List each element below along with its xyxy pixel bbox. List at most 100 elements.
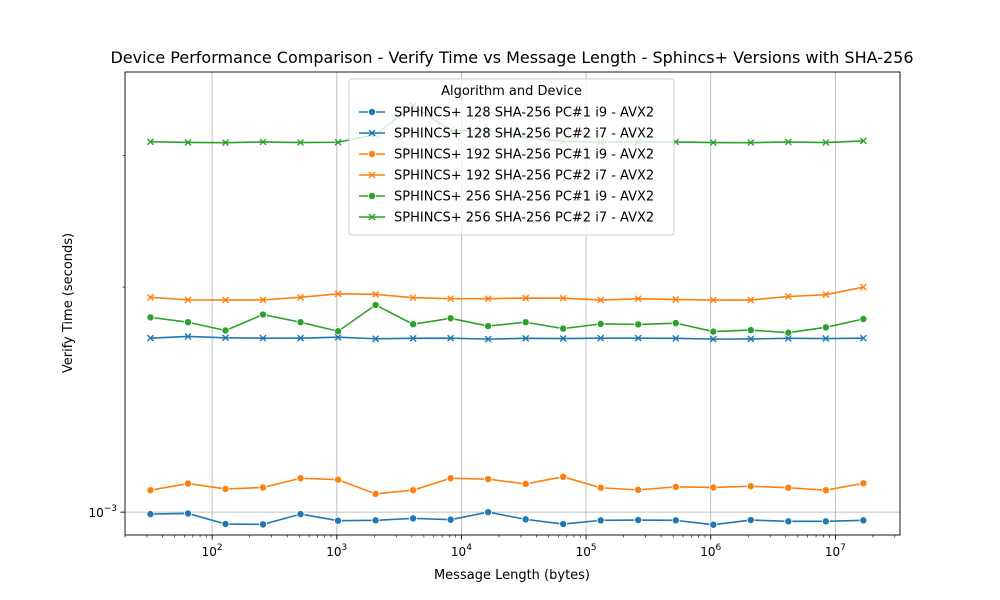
- legend-box: [348, 78, 675, 236]
- legend-swatch-marker: [368, 171, 376, 179]
- data-point: [747, 296, 755, 304]
- data-point: [784, 138, 792, 146]
- data-point: [597, 296, 605, 304]
- data-point: [221, 484, 230, 493]
- legend-label: SPHINCS+ 192 SHA-256 PC#2 i7 - AVX2: [394, 169, 654, 184]
- data-point: [559, 520, 568, 529]
- data-point: [596, 483, 605, 492]
- data-point: [146, 293, 154, 301]
- x-tick-label: 107: [825, 543, 846, 559]
- data-point: [447, 334, 455, 342]
- series-line: [150, 304, 864, 334]
- x-axis-label: Message Length (bytes): [434, 568, 590, 583]
- data-point: [859, 334, 867, 342]
- data-point: [709, 296, 717, 304]
- series-4: [146, 283, 867, 304]
- data-point: [784, 483, 793, 492]
- data-point: [484, 335, 492, 343]
- data-point: [334, 327, 343, 336]
- data-point: [634, 295, 642, 303]
- series-layer: [146, 102, 868, 529]
- legend-entry: SPHINCS+ 192 SHA-256 PC#1 i9 - AVX2: [359, 148, 654, 163]
- data-point: [821, 486, 830, 495]
- legend-label: SPHINCS+ 128 SHA-256 PC#1 i9 - AVX2: [394, 106, 654, 121]
- legend-label: SPHINCS+ 128 SHA-256 PC#2 i7 - AVX2: [394, 127, 654, 142]
- data-point: [146, 334, 154, 342]
- data-point: [709, 139, 717, 147]
- data-point: [859, 137, 867, 145]
- data-point: [183, 318, 192, 327]
- data-point: [334, 333, 342, 341]
- legend-swatch-marker: [367, 149, 376, 158]
- data-point: [334, 516, 343, 525]
- data-point: [746, 516, 755, 525]
- x-tick-label: 104: [451, 543, 472, 559]
- data-point: [559, 324, 568, 333]
- data-point: [746, 326, 755, 335]
- data-point: [671, 482, 680, 491]
- data-point: [297, 139, 305, 147]
- data-point: [596, 319, 605, 328]
- plot-frame: [124, 71, 901, 536]
- series-line: [150, 475, 864, 495]
- data-point: [709, 335, 717, 343]
- data-point: [259, 138, 267, 146]
- x-tick-label: 103: [326, 543, 347, 559]
- data-point: [522, 294, 530, 302]
- data-point: [146, 138, 154, 146]
- data-point: [709, 483, 718, 492]
- data-point: [372, 335, 380, 343]
- series-line: [150, 335, 864, 340]
- data-point: [746, 482, 755, 491]
- data-point: [446, 474, 455, 483]
- data-point: [821, 323, 830, 332]
- data-point: [334, 475, 343, 484]
- x-tick-label: 105: [576, 543, 597, 559]
- data-point: [259, 296, 267, 304]
- data-point: [409, 486, 418, 495]
- data-point: [521, 318, 530, 327]
- data-point: [859, 283, 867, 291]
- data-point: [184, 138, 192, 146]
- data-point: [709, 327, 718, 336]
- data-point: [671, 516, 680, 525]
- data-point: [859, 516, 868, 525]
- data-point: [784, 328, 793, 337]
- data-point: [146, 510, 155, 519]
- data-point: [409, 320, 418, 329]
- data-point: [634, 485, 643, 494]
- data-point: [446, 314, 455, 323]
- data-point: [521, 479, 530, 488]
- legend-label: SPHINCS+ 192 SHA-256 PC#1 i9 - AVX2: [394, 148, 654, 163]
- data-point: [634, 334, 642, 342]
- series-2: [146, 332, 867, 343]
- legend-swatch-marker: [367, 191, 376, 200]
- data-point: [184, 296, 192, 304]
- data-point: [183, 509, 192, 518]
- data-point: [671, 319, 680, 328]
- y-axis-label: Verify Time (seconds): [61, 233, 76, 373]
- data-point: [446, 515, 455, 524]
- legend-entry: SPHINCS+ 256 SHA-256 PC#1 i9 - AVX2: [359, 190, 654, 205]
- data-point: [259, 483, 268, 492]
- legend-label: SPHINCS+ 256 SHA-256 PC#2 i7 - AVX2: [394, 211, 654, 226]
- legend-entry: SPHINCS+ 128 SHA-256 PC#1 i9 - AVX2: [359, 106, 654, 121]
- data-point: [221, 520, 230, 529]
- data-point: [409, 294, 417, 302]
- data-point: [221, 139, 229, 147]
- data-point: [784, 293, 792, 301]
- data-point: [672, 296, 680, 304]
- data-point: [296, 510, 305, 519]
- data-point: [447, 295, 455, 303]
- data-point: [184, 332, 192, 340]
- x-tick-label: 106: [700, 543, 721, 559]
- data-point: [859, 479, 868, 488]
- legend-entry: SPHINCS+ 192 SHA-256 PC#2 i7 - AVX2: [359, 169, 654, 184]
- series-line: [150, 511, 864, 526]
- data-point: [821, 517, 830, 526]
- data-point: [559, 472, 568, 481]
- series-line: [150, 286, 864, 301]
- legend-swatch-marker: [368, 213, 376, 221]
- data-point: [597, 334, 605, 342]
